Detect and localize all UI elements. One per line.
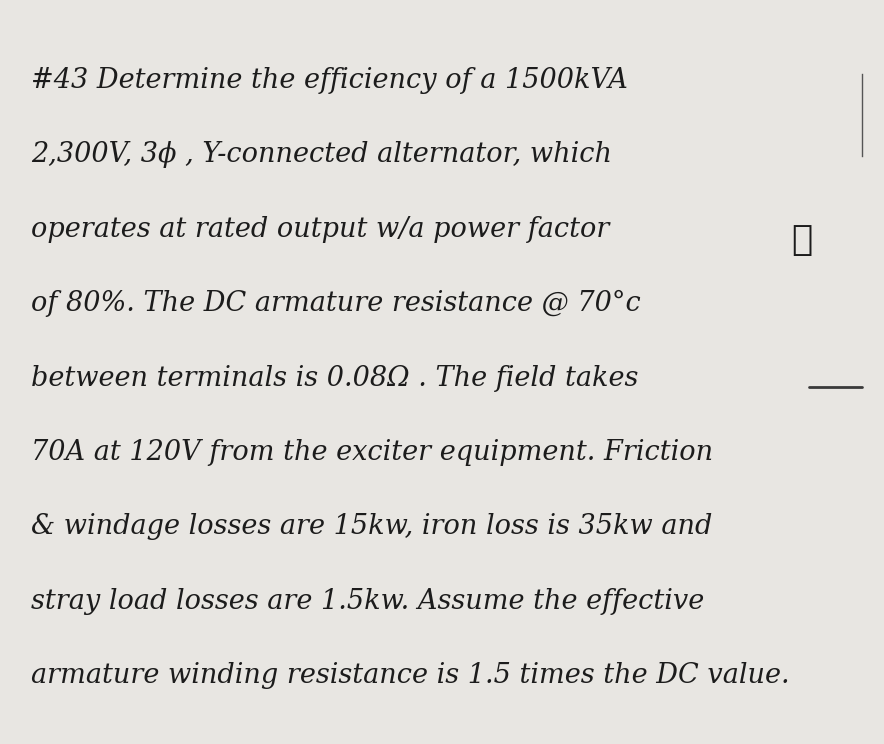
- Text: of 80%. The DC armature resistance @ 70°c: of 80%. The DC armature resistance @ 70°…: [31, 290, 641, 317]
- Text: stray load losses are 1.5kw. Assume the effective: stray load losses are 1.5kw. Assume the …: [31, 588, 705, 615]
- Text: operates at rated output w/a power factor: operates at rated output w/a power facto…: [31, 216, 609, 243]
- Text: between terminals is 0.08Ω . The field takes: between terminals is 0.08Ω . The field t…: [31, 365, 638, 391]
- Text: ✓: ✓: [791, 223, 812, 257]
- Text: #43 Determine the efficiency of a 1500kVA: #43 Determine the efficiency of a 1500kV…: [31, 67, 628, 94]
- Text: armature winding resistance is 1.5 times the DC value.: armature winding resistance is 1.5 times…: [31, 662, 789, 689]
- Text: 70A at 120V from the exciter equipment. Friction: 70A at 120V from the exciter equipment. …: [31, 439, 713, 466]
- Text: 2,300V, 3ϕ , Y-connected alternator, which: 2,300V, 3ϕ , Y-connected alternator, whi…: [31, 141, 612, 168]
- Text: & windage losses are 15kw, iron loss is 35kw and: & windage losses are 15kw, iron loss is …: [31, 513, 713, 540]
